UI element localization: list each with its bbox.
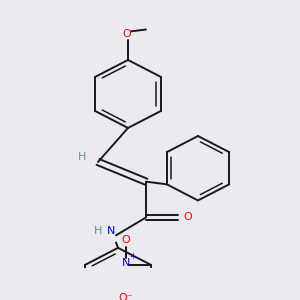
Text: H: H bbox=[94, 226, 102, 236]
Text: N: N bbox=[107, 226, 115, 236]
Text: +: + bbox=[130, 252, 136, 261]
Text: O: O bbox=[183, 212, 192, 222]
Text: O: O bbox=[123, 29, 131, 39]
Text: O⁻: O⁻ bbox=[118, 293, 133, 300]
Text: O: O bbox=[122, 235, 130, 245]
Text: N: N bbox=[122, 258, 130, 268]
Text: H: H bbox=[78, 152, 86, 163]
